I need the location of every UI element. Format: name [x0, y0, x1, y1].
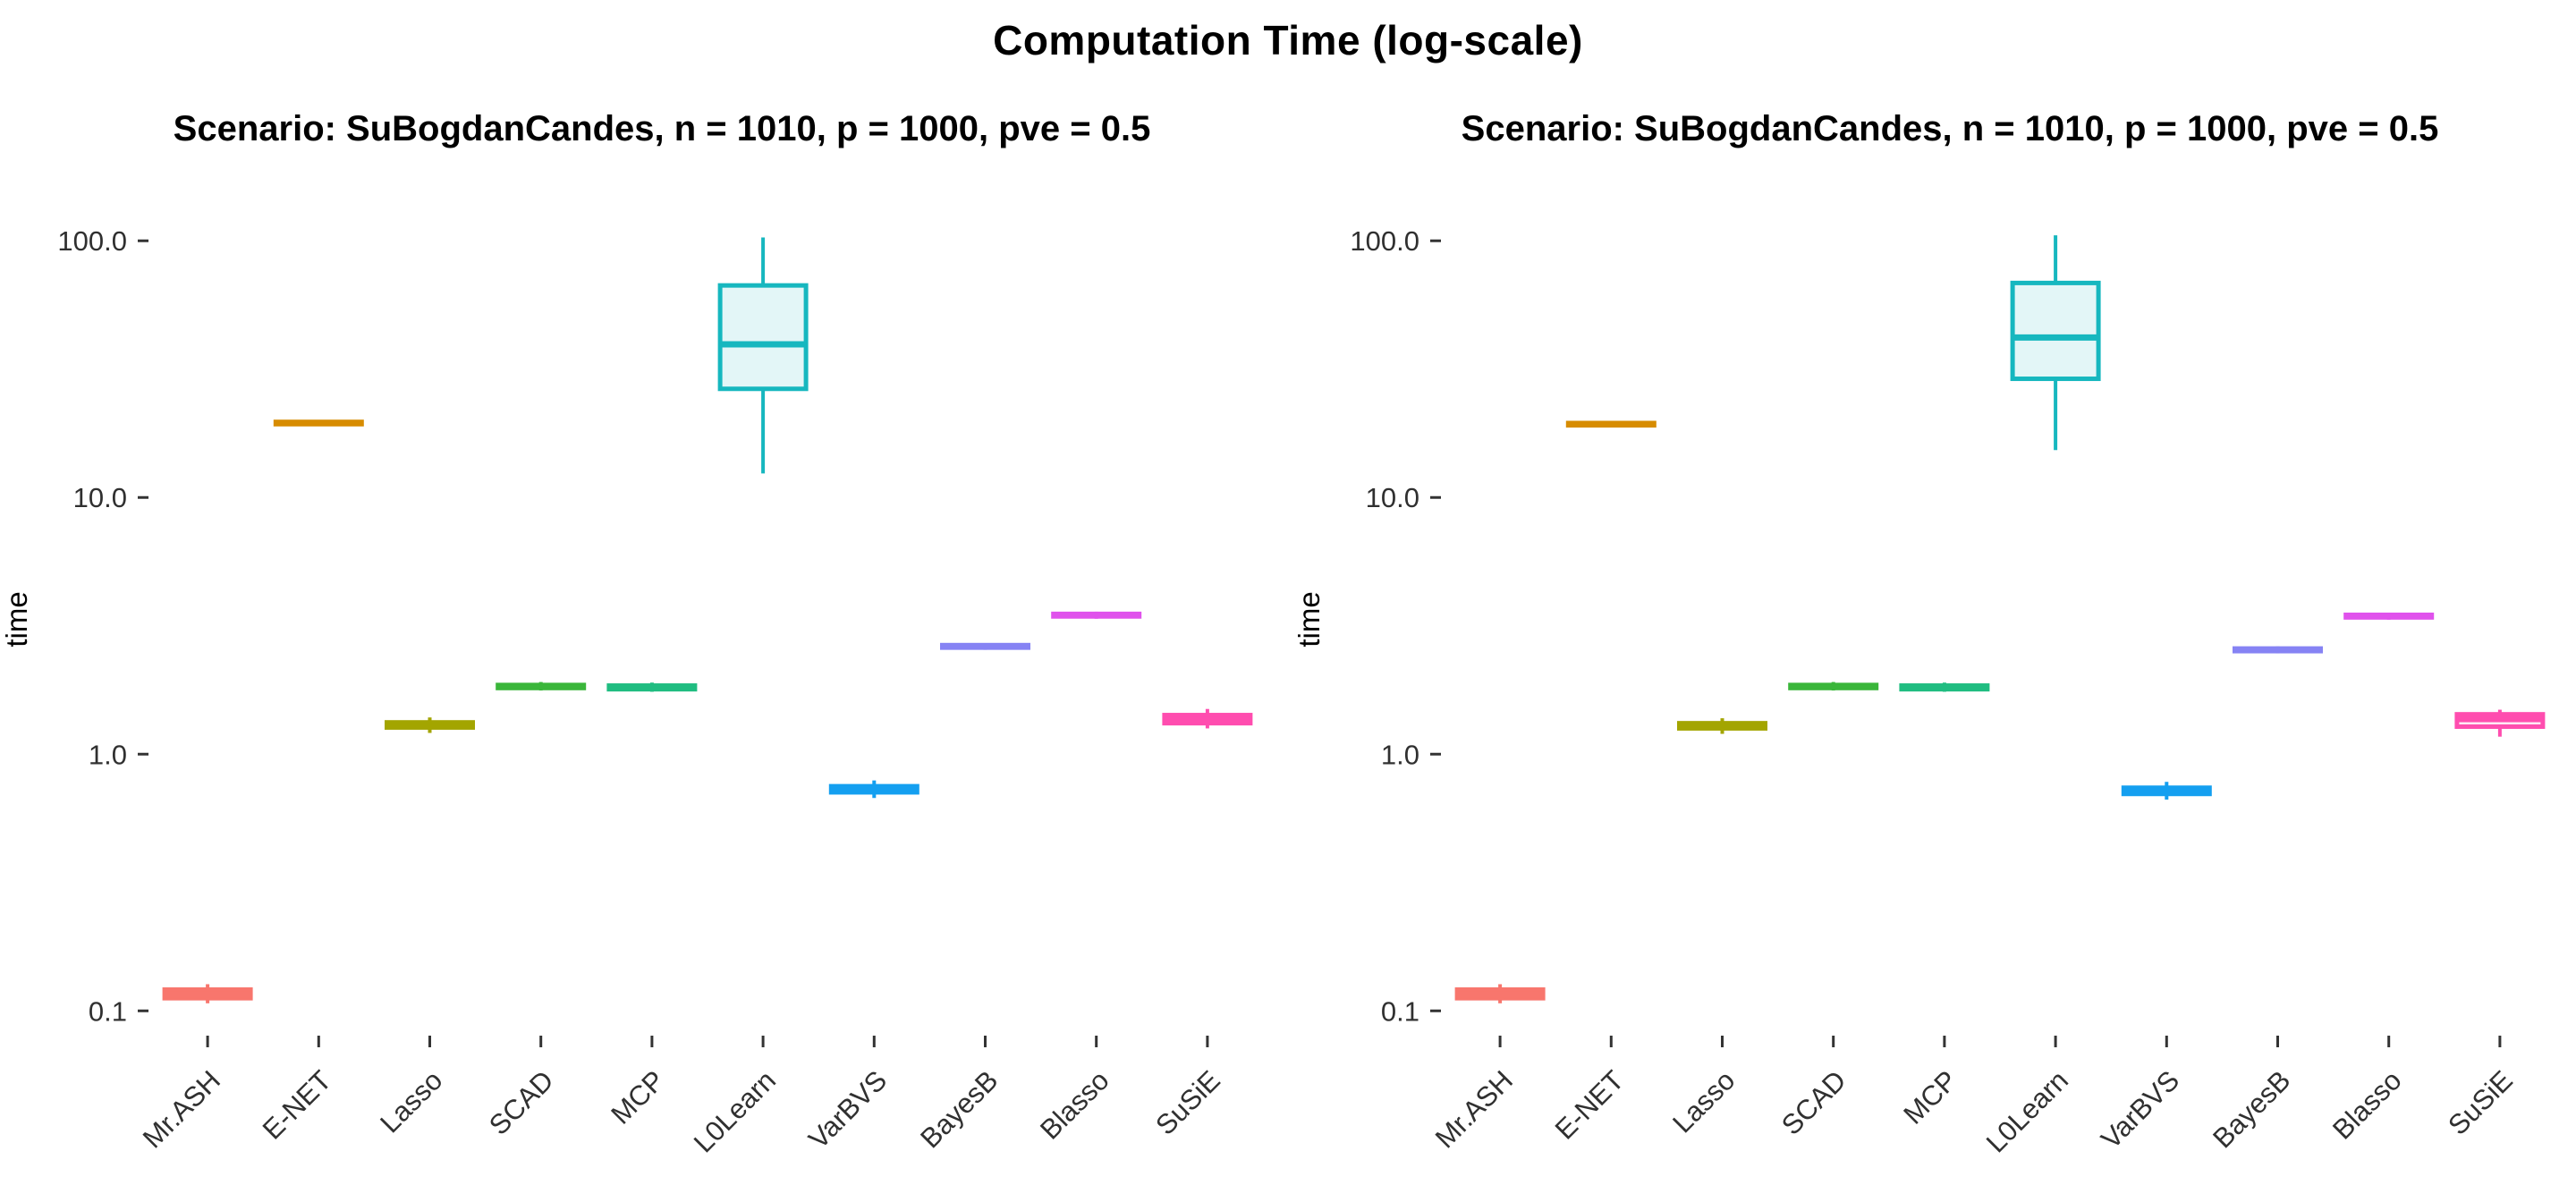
x-label-enet-right: E-NET — [1549, 1064, 1631, 1146]
x-label-scad-left: SCAD — [483, 1064, 560, 1141]
x-label-enet-left: E-NET — [257, 1064, 338, 1146]
x-label-scad-right: SCAD — [1775, 1064, 1852, 1141]
x-label-mcp-right: MCP — [1897, 1064, 1962, 1130]
box-l0learn-left — [717, 283, 809, 392]
y-tick-label-left: 10.0 — [73, 482, 127, 513]
panel-right-subtitle: Scenario: SuBogdanCandes, n = 1010, p = … — [1461, 109, 2439, 148]
y-tick-label-left: 100.0 — [57, 225, 127, 257]
x-label-l0learn-right: L0Learn — [1980, 1064, 2074, 1158]
x-label-varbvs-left: VarBVS — [802, 1064, 893, 1155]
x-label-bayesb-right: BayesB — [2207, 1064, 2296, 1154]
y-tick-label-right: 10.0 — [1366, 482, 1419, 513]
x-label-susie-right: SuSiE — [2442, 1064, 2519, 1141]
x-label-blasso-left: Blasso — [1034, 1064, 1115, 1146]
y-tick-label-left: 0.1 — [89, 995, 127, 1027]
x-label-bayesb-left: BayesB — [914, 1064, 1004, 1154]
y-tick-label-left: 1.0 — [89, 739, 127, 770]
x-label-l0learn-left: L0Learn — [688, 1064, 782, 1158]
y-tick-label-right: 100.0 — [1350, 225, 1419, 257]
x-label-susie-left: SuSiE — [1149, 1064, 1226, 1141]
x-label-varbvs-right: VarBVS — [2095, 1064, 2185, 1155]
y-axis-title-left: time — [0, 591, 33, 647]
x-label-blasso-right: Blasso — [2326, 1064, 2408, 1146]
chart-title: Computation Time (log-scale) — [993, 17, 1583, 63]
x-label-lasso-right: Lasso — [1666, 1064, 1741, 1139]
x-label-mcp-left: MCP — [605, 1064, 670, 1130]
y-axis-title-right: time — [1292, 591, 1326, 647]
y-tick-label-right: 0.1 — [1381, 995, 1419, 1027]
x-label-lasso-left: Lasso — [374, 1064, 448, 1139]
x-label-mrash-right: Mr.ASH — [1429, 1064, 1519, 1154]
x-label-mrash-left: Mr.ASH — [137, 1064, 226, 1154]
box-l0learn-right — [2010, 280, 2101, 382]
panel-left-subtitle: Scenario: SuBogdanCandes, n = 1010, p = … — [173, 109, 1151, 148]
y-tick-label-right: 1.0 — [1381, 739, 1419, 770]
